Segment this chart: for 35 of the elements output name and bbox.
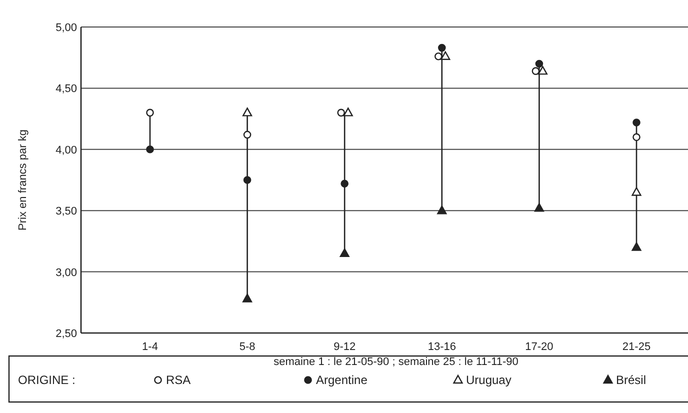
point [438, 44, 446, 52]
point [340, 180, 348, 188]
point [242, 108, 252, 116]
x-tick-label: 17-20 [525, 341, 554, 353]
point [146, 146, 154, 154]
legend-label: Argentine [316, 373, 368, 387]
x-axis-title: semaine 1 : le 21-05-90 ; semaine 25 : le 11-11-90 [274, 356, 518, 368]
y-tick-label: 4,00 [56, 144, 77, 156]
legend-label: RSA [166, 373, 191, 387]
point [146, 108, 154, 117]
x-tick-label: 13-16 [428, 341, 456, 353]
legend-label: Uruguay [466, 373, 512, 387]
point [535, 60, 544, 68]
x-tick-label: 9-12 [334, 341, 356, 353]
point [632, 133, 640, 142]
legend-label: Brésil [616, 373, 646, 387]
x-tick-label: 1-4 [142, 341, 158, 353]
point [437, 206, 447, 214]
y-axis-title: Prix en francs par kg [17, 130, 29, 230]
x-tick-label: 21-25 [622, 341, 651, 353]
y-tick-label: 3,00 [56, 266, 77, 279]
point [534, 203, 544, 212]
point [243, 176, 252, 184]
y-tick-label: 4,50 [56, 83, 77, 96]
legend-title: ORIGINE : [18, 373, 76, 387]
point [242, 294, 252, 302]
y-tick-label: 2,50 [56, 328, 77, 340]
point [340, 248, 350, 258]
y-tick-label: 3,50 [56, 206, 77, 218]
x-tick-label: 5-8 [239, 341, 256, 353]
point [243, 130, 252, 139]
point [632, 118, 640, 126]
y-tick-label: 5,00 [56, 22, 77, 34]
point [632, 187, 642, 196]
point [632, 242, 642, 251]
